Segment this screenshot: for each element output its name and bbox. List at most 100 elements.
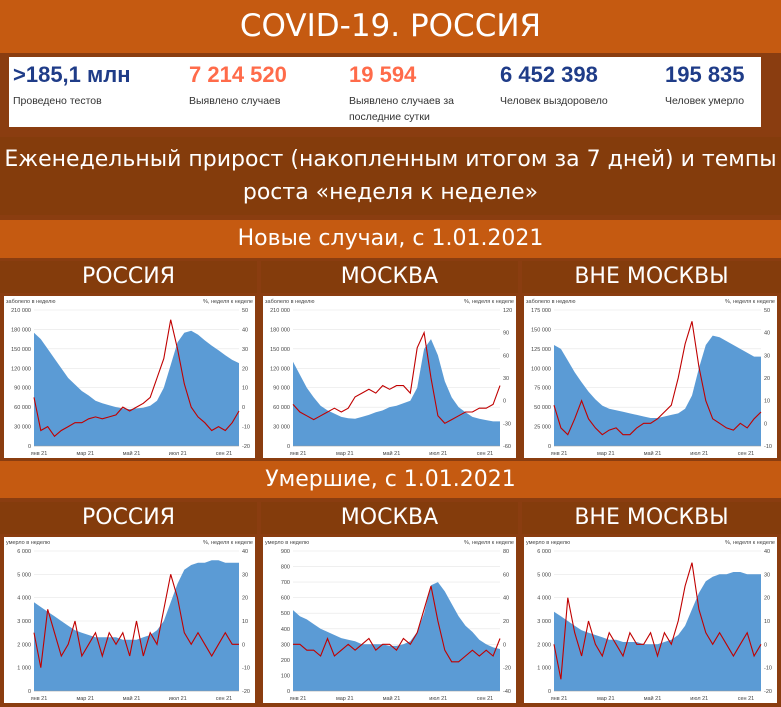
weekly-area-series	[293, 582, 500, 691]
y-tick-label: 210 000	[11, 308, 31, 314]
x-tick-label: сен 21	[216, 451, 233, 457]
y2-tick-label: 120	[503, 308, 512, 314]
x-tick-label: сен 21	[738, 696, 755, 702]
stat-label: Человек выздоровело	[500, 95, 608, 107]
y2-tick-label: 0	[242, 642, 245, 648]
y-tick-label: 700	[281, 580, 290, 586]
y-axis-label: умерло в неделю	[265, 540, 309, 546]
y-tick-label: 100 000	[531, 366, 551, 372]
stat-value: 19 594	[349, 62, 417, 87]
y-tick-label: 0	[548, 689, 551, 695]
x-tick-label: янв 21	[551, 696, 568, 702]
y-tick-label: 2 000	[17, 642, 31, 648]
stat-value: >185,1 млн	[13, 62, 131, 87]
y2-tick-label: -10	[764, 666, 772, 672]
y-tick-label: 4 000	[17, 596, 31, 602]
stat-label: Выявлено случаев за последние сутки	[349, 95, 455, 123]
stat-label: Выявлено случаев	[189, 95, 281, 107]
stat-label: Человек умерло	[665, 95, 745, 107]
y2-tick-label: 30	[764, 353, 770, 359]
y2-tick-label: 10	[242, 386, 248, 392]
x-tick-label: янв 21	[551, 451, 568, 457]
region-title: МОСКВА	[261, 502, 518, 534]
stat-cases-day: 19 594 Выявлено случаев за последние сут…	[349, 57, 469, 125]
y-tick-label: 150 000	[270, 347, 290, 353]
y-tick-label: 4 000	[537, 596, 551, 602]
region-title: ВНЕ МОСКВЫ	[522, 261, 781, 293]
weekly-area-series	[34, 330, 239, 446]
y-tick-label: 200	[281, 658, 290, 664]
y-tick-label: 900	[281, 549, 290, 555]
section-deaths-title: Умершие, с 1.01.2021	[0, 461, 781, 498]
chart-cases-outside-moscow: заболело в неделю %, неделя к неделе 175 0…	[524, 296, 777, 458]
y2-tick-label: 20	[764, 376, 770, 382]
y2-tick-label: -10	[764, 444, 772, 450]
x-tick-label: мар 21	[76, 451, 94, 457]
y-tick-label: 6 000	[17, 549, 31, 555]
y-tick-label: 90 000	[273, 386, 290, 392]
y2-tick-label: 10	[764, 399, 770, 405]
x-tick-label: июл 21	[169, 451, 187, 457]
y-tick-label: 60 000	[273, 405, 290, 411]
y-tick-label: 0	[28, 689, 31, 695]
y2-tick-label: -20	[242, 444, 250, 450]
x-tick-label: мар 21	[76, 696, 94, 702]
region-title: ВНЕ МОСКВЫ	[522, 502, 781, 534]
y-tick-label: 90 000	[14, 386, 31, 392]
y2-tick-label: 40	[242, 327, 248, 333]
y2-tick-label: 30	[242, 572, 248, 578]
y2-tick-label: 50	[242, 308, 248, 314]
y-tick-label: 600	[281, 596, 290, 602]
weekly-area-series	[554, 335, 761, 446]
y-tick-label: 0	[287, 444, 290, 450]
growth-line-series	[292, 330, 501, 424]
y-axis-label: заболело в неделю	[526, 299, 575, 305]
y-tick-label: 300	[281, 642, 290, 648]
y2-axis-label: %, неделя к неделе	[725, 540, 775, 546]
stat-value: 6 452 398	[500, 62, 598, 87]
y-tick-label: 1 000	[17, 666, 31, 672]
y2-tick-label: 50	[764, 308, 770, 314]
y2-tick-label: 0	[764, 642, 767, 648]
stat-cases: 7 214 520 Выявлено случаев	[189, 57, 287, 109]
y-axis-label: умерло в неделю	[6, 540, 50, 546]
y2-tick-label: 30	[764, 572, 770, 578]
stat-value: 7 214 520	[189, 62, 287, 87]
y2-axis-label: %, неделя к неделе	[203, 299, 253, 305]
page-title: COVID-19. РОССИЯ	[0, 0, 781, 53]
y-tick-label: 120 000	[270, 366, 290, 372]
y-tick-label: 0	[287, 689, 290, 695]
x-tick-label: июл 21	[690, 451, 708, 457]
y2-tick-label: -40	[503, 689, 511, 695]
y2-tick-label: -10	[242, 425, 250, 431]
y-tick-label: 5 000	[17, 572, 31, 578]
x-tick-label: май 21	[123, 450, 141, 457]
y2-tick-label: 60	[503, 353, 509, 359]
y-axis-label: заболело в неделю	[6, 299, 55, 305]
y2-tick-label: 20	[242, 366, 248, 372]
y2-tick-label: 0	[764, 421, 767, 427]
x-tick-label: сен 21	[477, 696, 494, 702]
x-tick-label: мар 21	[336, 451, 354, 457]
y-tick-label: 0	[28, 444, 31, 450]
y2-tick-label: -10	[242, 666, 250, 672]
x-tick-label: май 21	[123, 695, 141, 702]
y2-tick-label: 20	[242, 596, 248, 602]
x-tick-label: янв 21	[290, 451, 307, 457]
growth-line-series	[33, 319, 240, 438]
y-tick-label: 30 000	[14, 425, 31, 431]
y2-tick-label: 0	[503, 399, 506, 405]
y-tick-label: 75 000	[534, 386, 551, 392]
weekly-area-series	[34, 560, 239, 691]
x-tick-label: май 21	[383, 695, 401, 702]
stat-deaths: 195 835 Человек умерло	[665, 57, 745, 109]
chart-deaths-moscow: умерло в неделю%, неделя к неделе 900 800 7…	[263, 537, 516, 703]
stat-recovered: 6 452 398 Человек выздоровело	[500, 57, 608, 109]
y2-tick-label: 30	[242, 347, 248, 353]
section-cases-title: Новые случаи, с 1.01.2021	[0, 220, 781, 258]
growth-line-series	[33, 574, 239, 668]
region-title: РОССИЯ	[0, 261, 257, 293]
y-tick-label: 3 000	[17, 619, 31, 625]
x-tick-label: июл 21	[169, 696, 187, 702]
y2-axis-label: %, неделя к неделе	[725, 299, 775, 305]
